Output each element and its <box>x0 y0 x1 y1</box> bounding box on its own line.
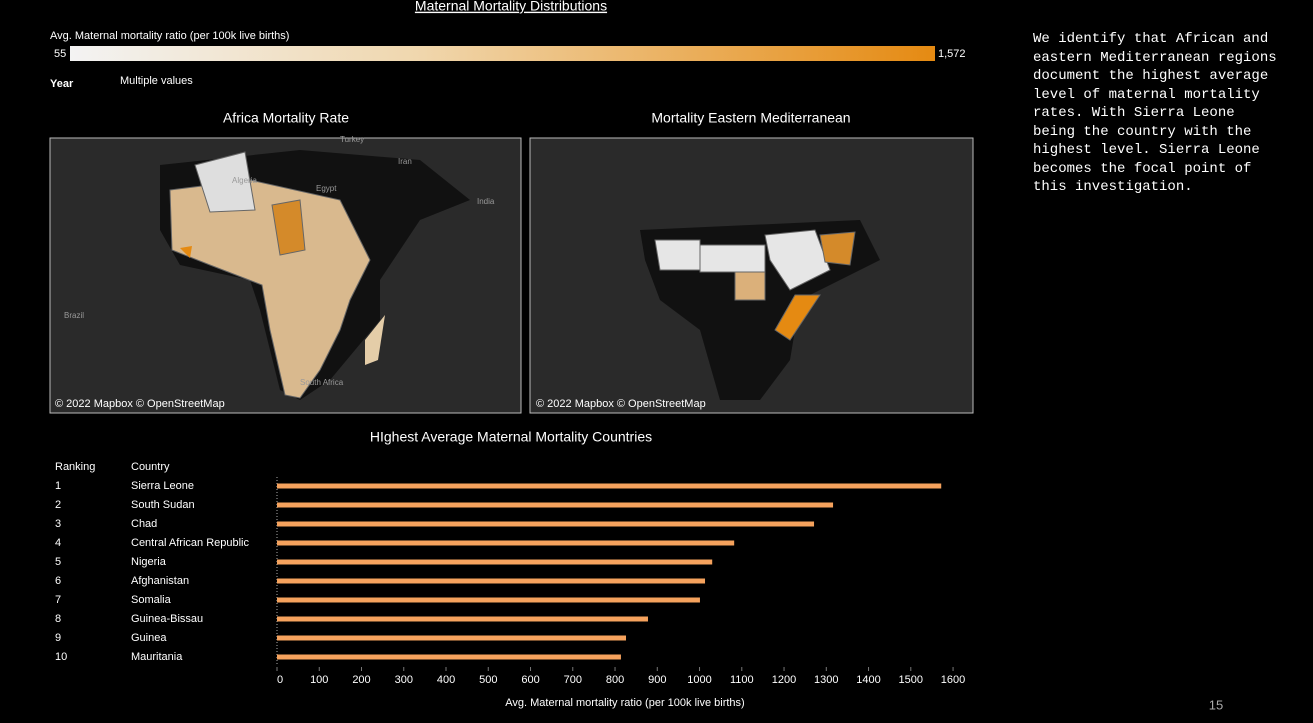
place-label: Brazil <box>64 311 84 320</box>
bar <box>277 540 735 546</box>
bar <box>277 483 942 489</box>
filter-label: Year <box>50 78 74 90</box>
bar <box>277 635 627 641</box>
country: Afghanistan <box>131 575 189 587</box>
x-tick-label: 300 <box>395 674 413 686</box>
bar <box>277 521 815 527</box>
place-label: Turkey <box>340 135 364 144</box>
x-tick-label: 1400 <box>856 674 880 686</box>
chart-title: HIghest Average Maternal Mortality Count… <box>370 429 652 445</box>
bar <box>277 559 713 565</box>
country: South Sudan <box>131 499 195 511</box>
column-header: Ranking <box>55 461 95 473</box>
country: Sierra Leone <box>131 480 194 492</box>
ranking: 3 <box>55 518 61 530</box>
legend-max: 1,572 <box>938 48 966 60</box>
bar <box>277 502 834 508</box>
x-tick-label: 500 <box>479 674 497 686</box>
x-tick-label: 600 <box>521 674 539 686</box>
x-tick-label: 100 <box>310 674 328 686</box>
x-tick-label: 1200 <box>772 674 796 686</box>
x-tick-label: 200 <box>352 674 370 686</box>
x-tick-label: 900 <box>648 674 666 686</box>
map[interactable] <box>529 137 974 414</box>
country: Central African Republic <box>131 537 250 549</box>
ranking: 6 <box>55 575 61 587</box>
ranking: 2 <box>55 499 61 511</box>
ranking: 1 <box>55 480 61 492</box>
page-number: 15 <box>1209 697 1223 712</box>
ranking: 7 <box>55 594 61 606</box>
ranking: 8 <box>55 613 61 625</box>
country: Guinea <box>131 632 167 644</box>
map-credit: © 2022 Mapbox © OpenStreetMap <box>536 398 706 410</box>
place-label: Iran <box>398 157 412 166</box>
x-axis-label: Avg. Maternal mortality ratio (per 100k … <box>505 697 744 709</box>
country: Somalia <box>131 594 172 606</box>
legend-gradient <box>70 46 935 61</box>
ranking: 4 <box>55 537 61 549</box>
country: Nigeria <box>131 556 167 568</box>
map-credit: © 2022 Mapbox © OpenStreetMap <box>55 398 225 410</box>
x-tick-label: 1600 <box>941 674 965 686</box>
x-tick-label: 0 <box>277 674 283 686</box>
x-tick-label: 1100 <box>730 674 754 686</box>
legend-min: 55 <box>54 48 66 60</box>
column-header: Country <box>131 461 170 473</box>
bar <box>277 654 621 660</box>
x-tick-label: 1300 <box>814 674 838 686</box>
map-title: Mortality Eastern Mediterranean <box>651 110 850 126</box>
country: Guinea-Bissau <box>131 613 203 625</box>
x-tick-label: 1000 <box>687 674 711 686</box>
ranking: 10 <box>55 651 67 663</box>
country: Chad <box>131 518 157 530</box>
x-tick-label: 1500 <box>899 674 923 686</box>
place-label: Algeria <box>232 176 257 185</box>
place-label: South Africa <box>300 378 344 387</box>
x-tick-label: 800 <box>606 674 624 686</box>
note: We identify that African and eastern Med… <box>1033 31 1277 195</box>
ranking: 9 <box>55 632 61 644</box>
x-tick-label: 400 <box>437 674 455 686</box>
country: Mauritania <box>131 651 183 663</box>
place-label: Egypt <box>316 184 337 193</box>
filter-value: Multiple values <box>120 75 193 87</box>
legend-label: Avg. Maternal mortality ratio (per 100k … <box>50 30 289 42</box>
x-tick-label: 700 <box>564 674 582 686</box>
map-title: Africa Mortality Rate <box>223 110 349 126</box>
place-label: India <box>477 197 495 206</box>
bar <box>277 578 706 584</box>
bar <box>277 616 648 622</box>
map[interactable] <box>49 137 522 414</box>
ranking: 5 <box>55 556 61 568</box>
bar <box>277 597 700 603</box>
title: Maternal Mortality Distributions <box>415 0 607 14</box>
